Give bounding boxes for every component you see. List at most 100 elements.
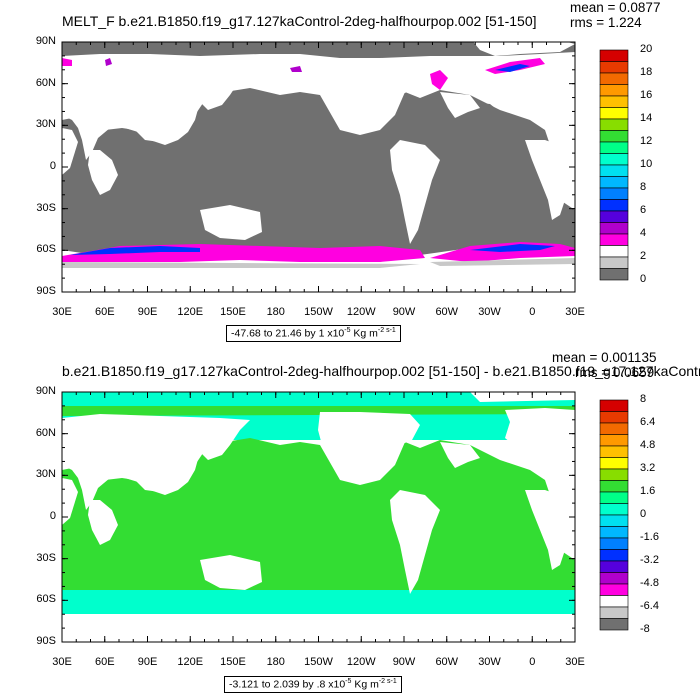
colorbar-label: 18 [640,66,653,78]
colorbar-box [599,411,629,424]
lon-label: 60W [435,306,459,318]
lat-label: 30S [36,201,56,214]
colorbar-label: 0 [640,273,647,285]
colorbar-label: 2 [640,250,647,262]
lon-label: 30E [52,656,72,668]
colorbar-label: 20 [640,43,653,55]
lon-label: 150E [220,306,246,318]
colorbar-label: 10 [640,158,653,170]
colorbar-box [599,595,629,608]
colorbar-box [599,560,629,573]
colorbar-box [599,572,629,585]
lon-label: 90E [137,656,158,668]
colorbar-label: 8 [640,181,647,193]
colorbar-label: 14 [640,112,653,124]
lon-label: 0 [529,656,536,668]
panel1-title: MELT_F b.e21.B1850.f19_g17.127kaControl-… [62,13,537,29]
panel2-map [61,391,576,643]
colorbar-box [599,61,629,74]
colorbar-label: -4.8 [640,577,659,589]
colorbar-box [599,72,629,85]
colorbar-box [599,84,629,97]
colorbar-box [599,491,629,504]
colorbar-box [599,457,629,470]
lon-label: 60E [94,306,115,318]
colorbar-label: -8 [640,623,650,635]
panel1-rms: rms = 1.224 [570,15,642,30]
lon-label: 120W [346,656,376,668]
colorbar-box [599,503,629,516]
colorbar-label: -6.4 [640,600,659,612]
colorbar-box [599,468,629,481]
colorbar-box [599,210,629,223]
panel2-title: b.e21.B1850.f19_g17.127kaControl-2deg-ha… [62,363,700,379]
lon-label: 60W [435,656,459,668]
colorbar-box [599,118,629,131]
lat-label: 30N [35,118,56,131]
lon-label: 120E [177,306,204,318]
colorbar-box [599,526,629,539]
panel2-land [62,392,575,642]
colorbar-label: 4.8 [640,439,656,451]
colorbar-box [599,514,629,527]
colorbar-label: 12 [640,135,653,147]
lon-label: 90W [392,656,416,668]
lon-label: 30E [565,656,585,668]
colorbar-label: 4 [640,227,647,239]
panel2-rms: rms = 0.0659 [575,365,655,380]
panel1-map [61,38,576,293]
lon-label: 150W [304,656,333,668]
colorbar-box [599,49,629,62]
colorbar-box [599,583,629,596]
panel2-colorbar [599,399,629,631]
colorbar-label: -3.2 [640,554,659,566]
colorbar-box [599,141,629,154]
colorbar-box [599,256,629,269]
colorbar-box [599,268,629,281]
lon-label: 120E [177,656,204,668]
colorbar-box [599,233,629,246]
lon-label: 180 [266,656,285,668]
lat-label: 90S [36,285,56,297]
lon-label: 30E [565,306,585,318]
lon-label: 150W [304,306,333,318]
colorbar-box [599,549,629,562]
colorbar-box [599,399,629,412]
lat-label: 60N [35,426,56,439]
colorbar-box [599,176,629,189]
lon-label: 30W [478,306,501,318]
panel1-mean: mean = 0.0877 [570,0,661,15]
lon-label: 120W [346,306,376,318]
lat-label: 90S [36,635,56,647]
lon-label: 150E [220,656,246,668]
colorbar-box [599,245,629,258]
panel1-melt [62,58,575,268]
panel2-range-label: -3.121 to 2.039 by .8 x10-5 Kg m-2 s-1 [224,676,402,693]
colorbar-box [599,130,629,143]
lon-label: 60E [94,656,115,668]
colorbar-box [599,606,629,619]
panel2-mean: mean = 0.001135 [552,350,657,365]
colorbar-label: 16 [640,89,653,101]
colorbar-label: -1.6 [640,531,659,543]
colorbar-box [599,187,629,200]
colorbar-box [599,480,629,493]
colorbar-label: 6.4 [640,416,656,428]
lat-label: 60S [36,243,56,256]
colorbar-box [599,537,629,550]
colorbar-label: 0 [640,508,647,520]
lat-label: 90N [35,35,56,47]
colorbar-box [599,422,629,435]
panel1-colorbar [599,49,629,281]
colorbar-box [599,153,629,166]
lat-label: 30S [36,551,56,564]
lon-label: 0 [529,306,536,318]
lat-label: 0 [49,160,56,172]
colorbar-box [599,222,629,235]
colorbar-box [599,618,629,631]
lon-label: 90W [392,306,416,318]
axis-ticks [61,41,576,643]
colorbar-box [599,95,629,108]
lat-label: 90N [35,385,56,397]
